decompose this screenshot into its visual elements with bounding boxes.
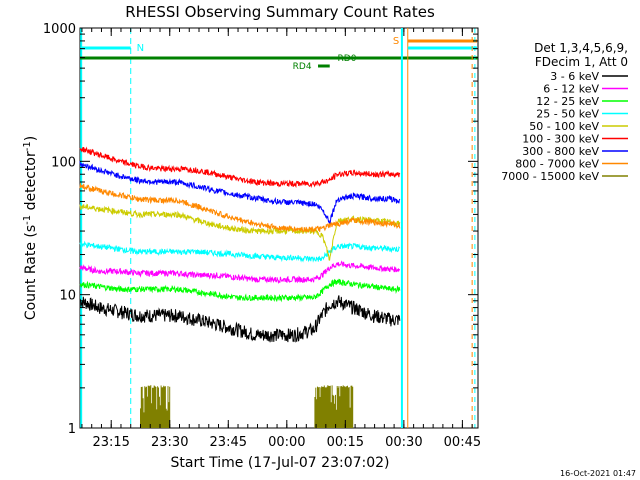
night-marker-label: N (137, 43, 144, 54)
y-tick-label-2: 100 (51, 155, 76, 170)
orbit-overlays: N RD0 RD4 S (80, 28, 478, 428)
legend-label-3: 25 - 50 keV (536, 108, 599, 121)
y-axis-label-main: Count Rate (s (23, 225, 39, 320)
y-axis-label-sup: -1 (22, 215, 33, 225)
series-trace-7 (79, 183, 401, 234)
series-trace-5 (79, 146, 401, 189)
saa-marker-label: S (393, 36, 399, 47)
series-trace-4 (79, 203, 401, 261)
y-axis-label-tail: detector (23, 151, 39, 215)
x-axis-label: Start Time (17-Jul-07 23:07:02) (170, 455, 389, 471)
y-axis-label: Count Rate (s-1 detector-1) (22, 136, 40, 320)
legend-label-7: 800 - 7000 keV (515, 158, 599, 171)
rd0-label: RD0 (338, 54, 357, 64)
y-axis-label-sup2: -1 (22, 141, 33, 151)
x-tick-label-3: 00:00 (268, 435, 305, 450)
series-trace-0 (79, 295, 401, 343)
series-trace-6 (79, 161, 401, 226)
legend: Det 1,3,4,5,6,9, FDecim 1, Att 0 3 - 6 k… (501, 41, 628, 183)
legend-label-0: 3 - 6 keV (550, 70, 599, 83)
x-tick-label-1: 23:30 (151, 435, 188, 450)
series-layer (79, 146, 401, 428)
plot-frame (79, 27, 479, 429)
legend-label-4: 50 - 100 keV (529, 120, 599, 133)
x-tick-label-5: 00:30 (385, 435, 422, 450)
series-4 (79, 203, 401, 261)
legend-header-line-2: FDecim 1, Att 0 (535, 55, 628, 69)
x-tick-label-0: 23:15 (92, 435, 129, 450)
series-5 (79, 146, 401, 189)
legend-header-line-1: Det 1,3,4,5,6,9, (534, 41, 628, 55)
series-6 (79, 161, 401, 226)
footer-timestamp: 16-Oct-2021 01:47 (560, 469, 636, 478)
series-trace-1 (79, 260, 401, 285)
series-8 (140, 385, 354, 428)
y-tick-label-3: 1000 (43, 22, 76, 37)
x-tick-label-4: 00:15 (327, 435, 364, 450)
series-trace-3 (79, 240, 401, 263)
legend-label-1: 6 - 12 keV (543, 83, 599, 96)
legend-label-2: 12 - 25 keV (536, 95, 599, 108)
series-trace-8 (140, 385, 354, 428)
series-3 (79, 240, 401, 263)
legend-label-5: 100 - 300 keV (522, 133, 599, 146)
rd4-label: RD4 (293, 62, 312, 72)
chart-title: RHESSI Observing Summary Count Rates (125, 3, 435, 21)
legend-label-8: 7000 - 15000 keV (501, 170, 599, 183)
y-tick-label-0: 1 (68, 422, 76, 437)
series-2 (79, 278, 401, 303)
ticks-layer: 23:15 23:30 23:45 00:00 00:15 00:30 00:45 1 10 10… (43, 22, 481, 450)
series-1 (79, 260, 401, 285)
x-tick-label-6: 00:45 (444, 435, 481, 450)
series-0 (79, 295, 401, 343)
series-trace-2 (79, 278, 401, 303)
y-axis-label-close: ) (23, 136, 39, 141)
y-tick-label-1: 10 (59, 289, 76, 304)
series-7 (79, 183, 401, 234)
x-tick-label-2: 23:45 (210, 435, 247, 450)
legend-label-6: 300 - 800 keV (522, 145, 599, 158)
